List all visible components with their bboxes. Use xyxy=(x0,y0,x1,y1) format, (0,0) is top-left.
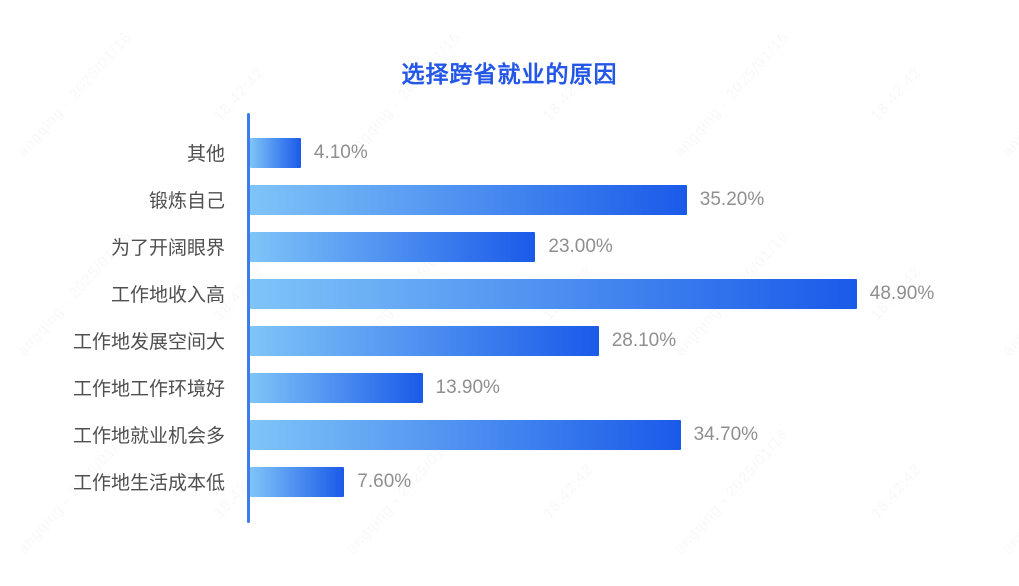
category-label: 工作地就业机会多 xyxy=(72,426,225,447)
bar xyxy=(250,137,301,168)
chart-row: 为了开阔眼界 23.00% xyxy=(0,223,1019,270)
category-label: 工作地收入高 xyxy=(110,285,225,306)
bar-track: 34.70% xyxy=(250,419,1019,450)
bar-track: 23.00% xyxy=(250,231,1019,262)
bar xyxy=(250,325,599,356)
chart-row: 其他 4.10% xyxy=(0,129,1019,176)
value-label: 23.00% xyxy=(548,235,613,257)
chart-row: 锻炼自己 35.20% xyxy=(0,176,1019,223)
bar-track: 48.90% xyxy=(250,278,1019,309)
bar-track: 28.10% xyxy=(250,325,1019,356)
category-label: 锻炼自己 xyxy=(148,191,225,212)
chart-row: 工作地发展空间大 28.10% xyxy=(0,317,1019,364)
category-label: 为了开阔眼界 xyxy=(110,238,225,259)
bar xyxy=(250,466,345,497)
bar-track: 13.90% xyxy=(250,372,1019,403)
chart-row: 工作地工作环境好 13.90% xyxy=(0,364,1019,411)
value-label: 13.90% xyxy=(435,376,500,398)
category-label: 其他 xyxy=(186,144,225,165)
value-label: 34.70% xyxy=(693,423,759,445)
bar xyxy=(250,372,423,403)
category-label: 工作地生活成本低 xyxy=(72,473,225,494)
category-label: 工作地工作环境好 xyxy=(72,379,225,400)
chart-row: 工作地收入高 48.90% xyxy=(0,270,1019,317)
value-label: 4.10% xyxy=(313,141,368,163)
value-label: 48.90% xyxy=(869,282,935,304)
chart-row: 工作地就业机会多 34.70% xyxy=(0,411,1019,458)
value-label: 7.60% xyxy=(357,470,412,492)
bar-track: 4.10% xyxy=(250,137,1019,168)
bar-track: 35.20% xyxy=(250,184,1019,215)
bar-track: 7.60% xyxy=(250,466,1019,497)
bar xyxy=(250,419,681,450)
chart-row: 工作地生活成本低 7.60% xyxy=(0,458,1019,505)
category-label: 工作地发展空间大 xyxy=(72,332,225,353)
chart-title: 选择跨省就业的原因 xyxy=(401,61,618,87)
y-axis-line xyxy=(247,113,250,523)
bar xyxy=(250,184,687,215)
chart-rows: 其他 4.10% 锻炼自己 35.20% 为了开阔眼界 23.00% 工作地收入高 48.90… xyxy=(0,129,1019,505)
value-label: 35.20% xyxy=(699,188,765,210)
bar xyxy=(250,278,857,309)
value-label: 28.10% xyxy=(611,329,677,351)
bar xyxy=(250,231,536,262)
